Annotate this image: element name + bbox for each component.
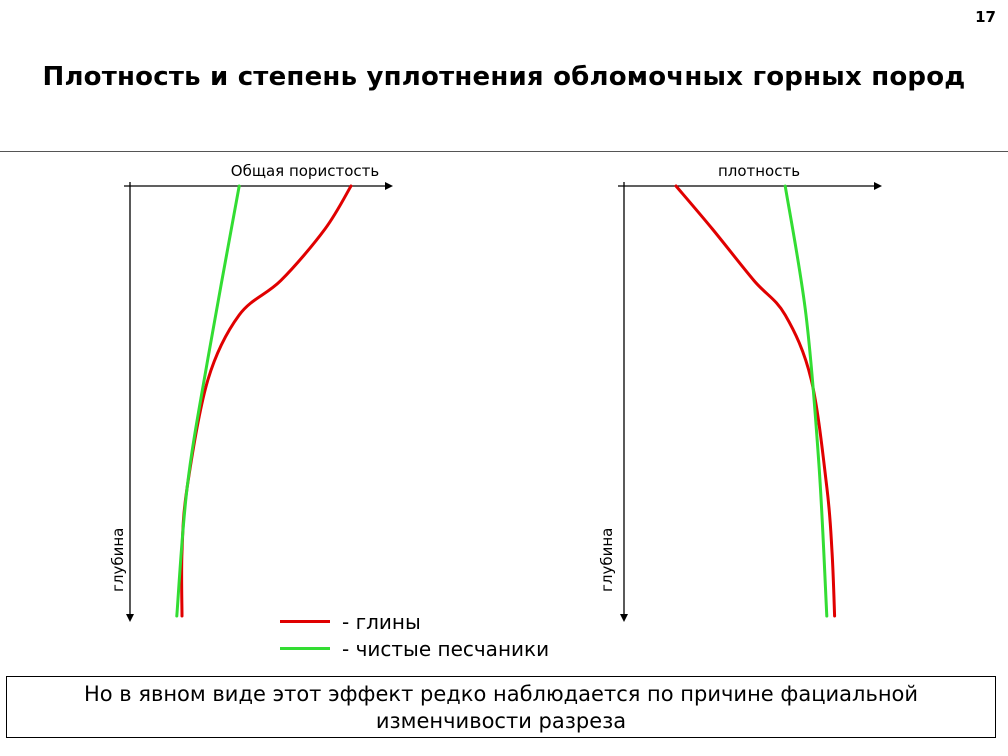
note-line-1: Но в явном виде этот эффект редко наблюд… — [83, 682, 919, 706]
legend-item-sand: - чистые песчаники — [280, 635, 549, 662]
density-chart-line-sand — [783, 184, 829, 618]
legend-swatch-sand — [280, 647, 330, 650]
density-chart-line-clay — [674, 184, 837, 618]
porosity-chart-svg: Общая пористость глубина — [109, 162, 393, 622]
porosity-chart-line-clay — [180, 184, 353, 618]
porosity-chart-line-sand — [175, 184, 241, 618]
note-box: Но в явном виде этот эффект редко наблюд… — [6, 676, 996, 738]
density-chart-x-axis-title: плотность — [718, 162, 800, 180]
legend-label-sand: - чистые песчаники — [342, 636, 550, 661]
title-divider — [0, 151, 1008, 152]
note-line-2: изменчивости разреза — [375, 709, 627, 733]
legend: - глины - чистые песчаники — [280, 608, 549, 662]
legend-item-clay: - глины — [280, 608, 549, 635]
density-chart-y-axis-arrow — [620, 614, 628, 622]
porosity-chart-x-axis-title: Общая пористость — [231, 162, 379, 180]
density-chart-svg: плотность глубина — [598, 162, 882, 622]
legend-swatch-clay — [280, 620, 330, 623]
porosity-chart-y-axis-title: глубина — [109, 528, 127, 592]
density-chart-series — [674, 184, 837, 618]
density-chart-y-axis-title: глубина — [598, 528, 616, 592]
porosity-chart-series — [175, 184, 353, 618]
legend-label-clay: - глины — [342, 609, 421, 634]
slide-number: 17 — [975, 8, 996, 26]
porosity-chart-y-axis-arrow — [126, 614, 134, 622]
density-chart: плотность глубина — [594, 152, 894, 627]
density-chart-x-axis-arrow — [874, 182, 882, 190]
porosity-chart-x-axis-arrow — [385, 182, 393, 190]
porosity-chart: Общая пористость глубина — [100, 152, 400, 627]
slide-title: Плотность и степень уплотнения обломочны… — [42, 62, 966, 92]
